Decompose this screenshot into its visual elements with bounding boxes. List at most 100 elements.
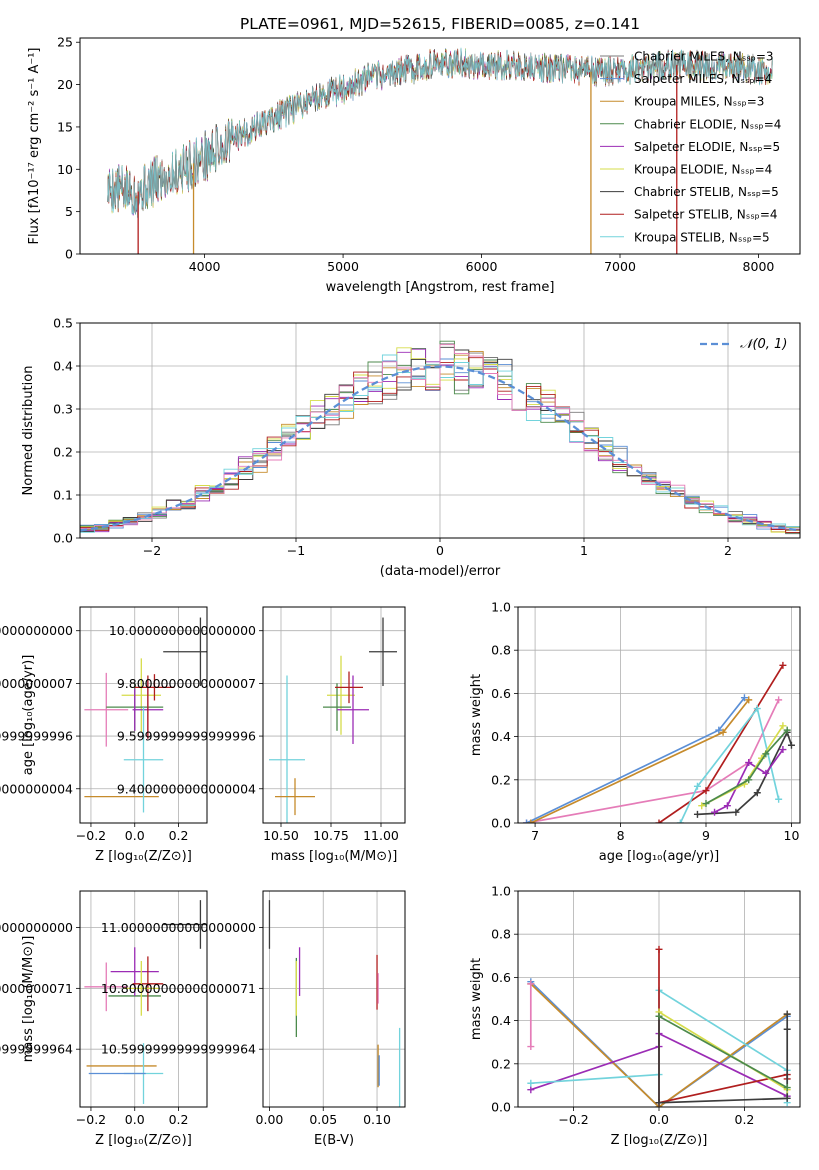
weight-line	[530, 981, 788, 1107]
age_vs_Z-panel: −0.2 0.0 0.2 9.4000000000000004 9.5999999999…	[0, 606, 208, 864]
y-tick-label: 0.2	[491, 772, 511, 787]
x-axis-label: Z [log₁₀(Z/Z⊙)]	[95, 849, 192, 864]
y-tick-label: 0.4	[491, 1013, 511, 1028]
spectrum-panel: 4000 5000 6000 7000 8000 0 5 10 15 20 25 wavelength…	[27, 35, 801, 295]
weight-marker	[523, 819, 531, 823]
weight-line	[530, 983, 788, 1107]
y-axis-label: mass weight	[469, 674, 484, 756]
axes-frame	[79, 606, 208, 824]
mass_vs_ebv-panel: 0.00 0.05 0.10 10.59999999999999964 10.80000…	[101, 890, 406, 1148]
weight-marker	[655, 819, 663, 823]
y-tick-label: 25	[57, 35, 73, 50]
x-tick-label: 7000	[604, 259, 636, 274]
y-axis-label: Normed distribution	[21, 366, 36, 496]
y-tick-label: 10.0000000000000000	[0, 623, 73, 638]
weight-line	[705, 729, 788, 805]
weight-marker	[775, 795, 783, 803]
y-tick-label: 0.4	[53, 359, 73, 374]
y-tick-label: 9.8000000000000007	[117, 676, 256, 691]
legend-label: Chabrier STELIB, Nₛₛₚ=5	[634, 185, 779, 199]
y-tick-label: 0.3	[53, 402, 73, 417]
x-axis-label: wavelength [Angstrom, rest frame]	[326, 280, 555, 295]
x-tick-label: 1	[580, 543, 588, 558]
weight-line	[658, 664, 784, 823]
y-tick-label: 0.6	[491, 970, 511, 985]
weight-lines	[527, 945, 791, 1107]
weight-line	[658, 949, 789, 1104]
y-axis-label: age [log₁₀(age/yr)]	[21, 655, 36, 776]
weight-marker	[779, 746, 787, 754]
weight-marker	[655, 1099, 663, 1107]
weight-marker	[745, 776, 753, 784]
legend-label: Kroupa ELODIE, Nₛₛₚ=4	[634, 163, 772, 177]
weight-marker	[762, 769, 770, 777]
x-tick-label: 0.10	[363, 1112, 391, 1127]
y-tick-label: 15	[57, 119, 73, 134]
spectrum-line	[107, 47, 773, 218]
legend-label: Salpeter ELODIE, Nₛₛₚ=5	[634, 140, 780, 154]
residual-hists	[80, 340, 800, 536]
axes-frame	[79, 37, 801, 255]
y-tick-label: 9.4000000000000004	[117, 781, 256, 796]
weight-marker	[693, 782, 701, 790]
weight-marker	[762, 750, 770, 758]
x-tick-label: −0.2	[76, 1112, 106, 1127]
y-tick-label: 9.5999999999999996	[117, 729, 256, 744]
x-axis-label: age [log₁₀(age/yr)]	[599, 849, 720, 864]
x-axis-label: E(B-V)	[314, 1133, 354, 1148]
weight-marker	[787, 741, 795, 749]
weight-marker	[676, 819, 684, 823]
weight-line	[658, 1015, 788, 1089]
axes-frame	[79, 322, 801, 539]
x-tick-label: −0.2	[558, 1112, 588, 1127]
x-axis-label: Z [log₁₀(Z/Z⊙)]	[611, 1133, 708, 1148]
weight-line	[697, 730, 793, 816]
weight-marker	[745, 759, 753, 767]
axes-frame	[262, 606, 406, 824]
x-axis-label: mass [log₁₀(M/M⊙)]	[271, 849, 398, 864]
y-tick-label: 0.0	[491, 1100, 511, 1115]
x-tick-label: 0.2	[169, 1112, 189, 1127]
x-tick-label: 8	[617, 828, 625, 843]
y-tick-label: 1.0	[491, 884, 511, 899]
y-tick-label: 20	[57, 77, 73, 92]
x-tick-label: 0.2	[735, 1112, 755, 1127]
x-tick-label: 6000	[466, 259, 498, 274]
y-tick-label: 10.59999999999999964	[0, 1042, 73, 1057]
weight-marker	[527, 1086, 535, 1094]
y-tick-label: 0.8	[491, 927, 511, 942]
y-tick-label: 0.8	[491, 643, 511, 658]
y-tick-label: 5	[65, 204, 73, 219]
y-tick-label: 0.1	[53, 488, 73, 503]
x-tick-label: 0.2	[169, 828, 189, 843]
residuals-panel: −2 −1 0 1 2 0.0 0.1 0.2 0.3 0.4 0.5 (data-model)/er…	[21, 316, 801, 579]
x-tick-label: 9	[702, 828, 710, 843]
x-tick-label: 8000	[743, 259, 775, 274]
weight-line	[526, 699, 780, 823]
x-axis-label: (data-model)/error	[380, 564, 501, 579]
y-tick-label: 9.8000000000000007	[0, 676, 73, 691]
weight-line	[658, 1011, 788, 1091]
weight-lines	[523, 661, 795, 823]
x-tick-label: −0.2	[76, 828, 106, 843]
legend-label: Kroupa STELIB, Nₛₛₚ=5	[634, 230, 770, 244]
spectrum-lines	[107, 47, 773, 254]
weight-marker	[732, 808, 740, 816]
errorbars	[84, 617, 207, 813]
weight-marker	[779, 722, 787, 730]
x-tick-label: 5000	[327, 259, 359, 274]
mass_vs_Z-panel: −0.2 0.0 0.2 10.59999999999999964 10.8000000…	[0, 890, 208, 1148]
x-tick-label: 0.0	[649, 1112, 669, 1127]
normal-curve	[80, 365, 800, 532]
y-tick-label: 11.00000000000000000	[0, 920, 73, 935]
y-tick-label: 10.80000000000000071	[0, 981, 73, 996]
weight-marker	[702, 800, 710, 808]
x-tick-label: 0.0	[125, 828, 145, 843]
weight-marker	[527, 1043, 535, 1051]
weight-marker	[698, 802, 706, 810]
weight-marker	[783, 1010, 791, 1018]
weight-marker	[783, 1025, 791, 1033]
y-tick-label: 10.80000000000000071	[101, 981, 256, 996]
y-tick-label: 10.59999999999999964	[101, 1042, 256, 1057]
